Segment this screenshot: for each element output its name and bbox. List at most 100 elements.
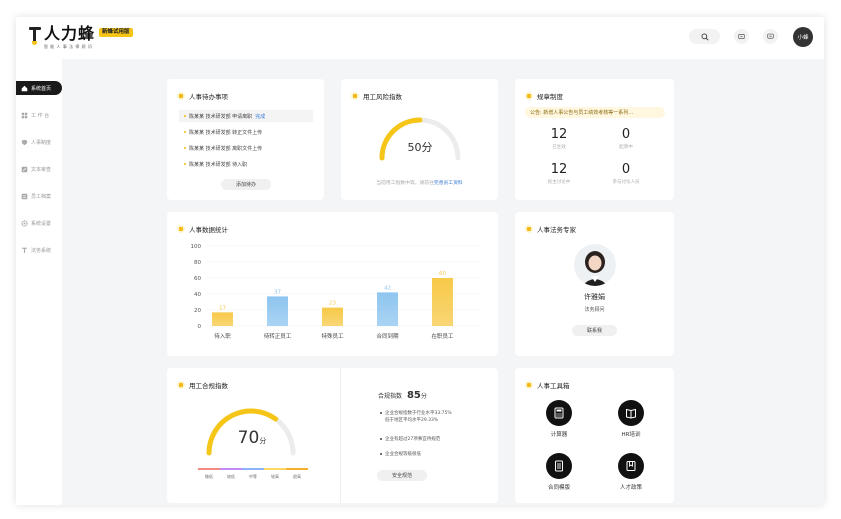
- sidebar-item-label: 工 作 台: [31, 112, 50, 119]
- y-tick-label: 20: [194, 308, 201, 314]
- sidebar-item-legal-system[interactable]: 法务系统: [16, 243, 62, 257]
- todo-item[interactable]: 陈某某 技术研发部 转正文件上传: [179, 126, 313, 138]
- todo-status: 完成: [255, 113, 266, 120]
- sidebar-item-text-review[interactable]: 文本审查: [16, 162, 62, 176]
- brand-subtitle: 智 能 人 事 法 律 顾 问: [44, 44, 93, 49]
- inbox-icon: [738, 34, 745, 39]
- y-tick-label: 100: [191, 244, 202, 250]
- tool-label: 合同模版: [547, 485, 570, 491]
- bar[interactable]: [212, 312, 233, 326]
- sidebar-item-employee-files[interactable]: 员工档案: [16, 189, 62, 203]
- sidebar-item-label: 法务系统: [31, 247, 52, 254]
- expert-name: 许雅娟: [584, 293, 605, 301]
- todo-icon: [177, 92, 185, 100]
- bar-value-label: 42: [384, 285, 391, 291]
- shield-icon: [21, 139, 28, 145]
- compliance-score: 70: [237, 428, 260, 448]
- safety-norms-button[interactable]: 安全规范: [377, 470, 427, 481]
- scale-segment: [286, 468, 308, 470]
- sidebar-item-hr-rules[interactable]: 人事制度: [16, 135, 62, 149]
- scale-label: 微低: [205, 474, 213, 479]
- sidebar-item-label: 系统首页: [31, 85, 52, 92]
- complete-profile-link[interactable]: 完善员工资料: [433, 181, 463, 186]
- risk-gauge: [379, 117, 461, 161]
- y-tick-label: 0: [198, 324, 202, 330]
- bar[interactable]: [267, 296, 288, 326]
- bookmark-icon: [626, 461, 636, 471]
- toolbox-title: 人事工具箱: [537, 382, 570, 390]
- bar[interactable]: [377, 292, 398, 326]
- compliance-bullet: 企业合规等级很低: [380, 451, 421, 458]
- risk-score: 50分: [407, 141, 433, 154]
- risk-card: 用工风险指数 50分 当前用工指数中等。请前往完善员工资料: [341, 79, 498, 200]
- sidebar-item-workbench[interactable]: 工 作 台: [16, 108, 62, 122]
- expert-avatar: [574, 244, 616, 286]
- sidebar-item-home[interactable]: 系统首页: [16, 81, 62, 95]
- rules-stat: 12 已生效: [550, 127, 568, 151]
- add-todo-button[interactable]: 添加待办: [221, 179, 271, 190]
- sidebar-item-label: 员工档案: [31, 193, 52, 200]
- bar-value-label: 23: [329, 301, 336, 307]
- message-box-button[interactable]: [734, 29, 749, 44]
- compliance-card: 用工合规指数 70分 微低 较低 中等 较高 很高: [167, 368, 498, 503]
- risk-note: 当前用工指数中等。请前往: [376, 181, 434, 186]
- tool-label: 人才政策: [619, 485, 642, 491]
- compliance-scale: [198, 468, 308, 470]
- contact-expert-button[interactable]: 联系我: [572, 325, 617, 336]
- bar-value-label: 17: [219, 305, 226, 311]
- todo-item[interactable]: 陈某某 技术研发部 离职文件上传: [179, 142, 313, 154]
- risk-title: 用工风险指数: [363, 93, 402, 101]
- expert-role: 法务顾问: [584, 307, 605, 313]
- compliance-summary-unit: 分: [420, 393, 427, 400]
- todo-item[interactable]: 陈某某 技术研发部 待入职: [179, 158, 313, 170]
- grid-icon: [21, 112, 28, 118]
- toolbox-card: 人事工具箱 计算器 HR培训 合同模版 人才政策: [515, 368, 674, 503]
- brand-title: 人力蜂: [44, 24, 96, 43]
- tool-hr-training[interactable]: HR培训: [611, 400, 651, 438]
- todo-item[interactable]: 陈某某 技术研发部 申请离职 完成: [179, 110, 313, 122]
- compliance-summary-value: 85: [406, 390, 421, 401]
- top-bar: 人力蜂 智 能 人 事 法 律 顾 问 新蜂试用版 小蜂: [16, 17, 824, 59]
- x-tick-label: 待入职: [214, 332, 231, 340]
- version-badge: 新蜂试用版: [99, 28, 133, 37]
- book-icon: [626, 408, 636, 419]
- tool-contract-template[interactable]: 合同模版: [539, 453, 579, 491]
- search-button[interactable]: [689, 29, 720, 44]
- bar[interactable]: [432, 278, 453, 326]
- brand-logo[interactable]: 人力蜂 智 能 人 事 法 律 顾 问 新蜂试用版: [28, 25, 133, 51]
- hr-stats-title: 人事数据统计: [189, 226, 228, 234]
- home-icon: [21, 85, 28, 91]
- document-icon: [555, 460, 563, 472]
- tool-calculator[interactable]: 计算器: [539, 400, 579, 438]
- compliance-bullet: 企业有超过27项事宜待规范: [380, 436, 440, 443]
- tool-label: 计算器: [550, 432, 568, 438]
- divider: [340, 368, 341, 503]
- rules-card: 规章制度 公告: 新增人事公告与员工绩效考核等一系列... 12 已生效 0 起草中…: [515, 79, 674, 200]
- expert-title: 人事法务专家: [537, 226, 576, 234]
- compliance-summary-label: 合规指数: [378, 393, 403, 400]
- tool-label: HR培训: [621, 432, 641, 438]
- user-avatar[interactable]: 小蜂: [793, 27, 813, 47]
- rules-notice[interactable]: 公告: 新增人事公告与员工绩效考核等一系列...: [525, 107, 665, 118]
- scale-segment: [220, 468, 242, 470]
- sidebar-item-settings[interactable]: 系统设置: [16, 216, 62, 230]
- legal-expert-card: 人事法务专家 许雅娟 法务顾问 联系我: [515, 212, 674, 356]
- pen-logo-icon: [28, 25, 42, 45]
- chat-button[interactable]: [763, 29, 778, 44]
- bar[interactable]: [322, 307, 343, 326]
- todo-card: 人事待办事项 陈某某 技术研发部 申请离职 完成 陈某某 技术研发部 转正文件上传…: [167, 79, 324, 200]
- scale-label: 较低: [227, 474, 235, 479]
- compliance-title: 用工合规指数: [189, 382, 228, 390]
- tool-talent-policy[interactable]: 人才政策: [611, 453, 651, 491]
- bar-value-label: 60: [439, 271, 446, 277]
- sidebar: 系统首页 工 作 台 人事制度 文本审查 员工档案 系统设置 法务系统: [16, 59, 62, 505]
- y-tick-label: 40: [194, 292, 201, 298]
- x-tick-label: 在职员工: [431, 332, 454, 340]
- compliance-bullet: 企业合规指数于行业水平33.75% 低于地区平均水平29.33%: [380, 410, 452, 424]
- todo-title: 人事待办事项: [189, 93, 228, 101]
- sidebar-item-label: 文本审查: [31, 166, 52, 173]
- folder-icon: [21, 193, 28, 199]
- rules-stat: 12 民主讨论中: [547, 162, 571, 186]
- scale-segment: [198, 468, 220, 470]
- shield-badge-icon: [351, 92, 359, 100]
